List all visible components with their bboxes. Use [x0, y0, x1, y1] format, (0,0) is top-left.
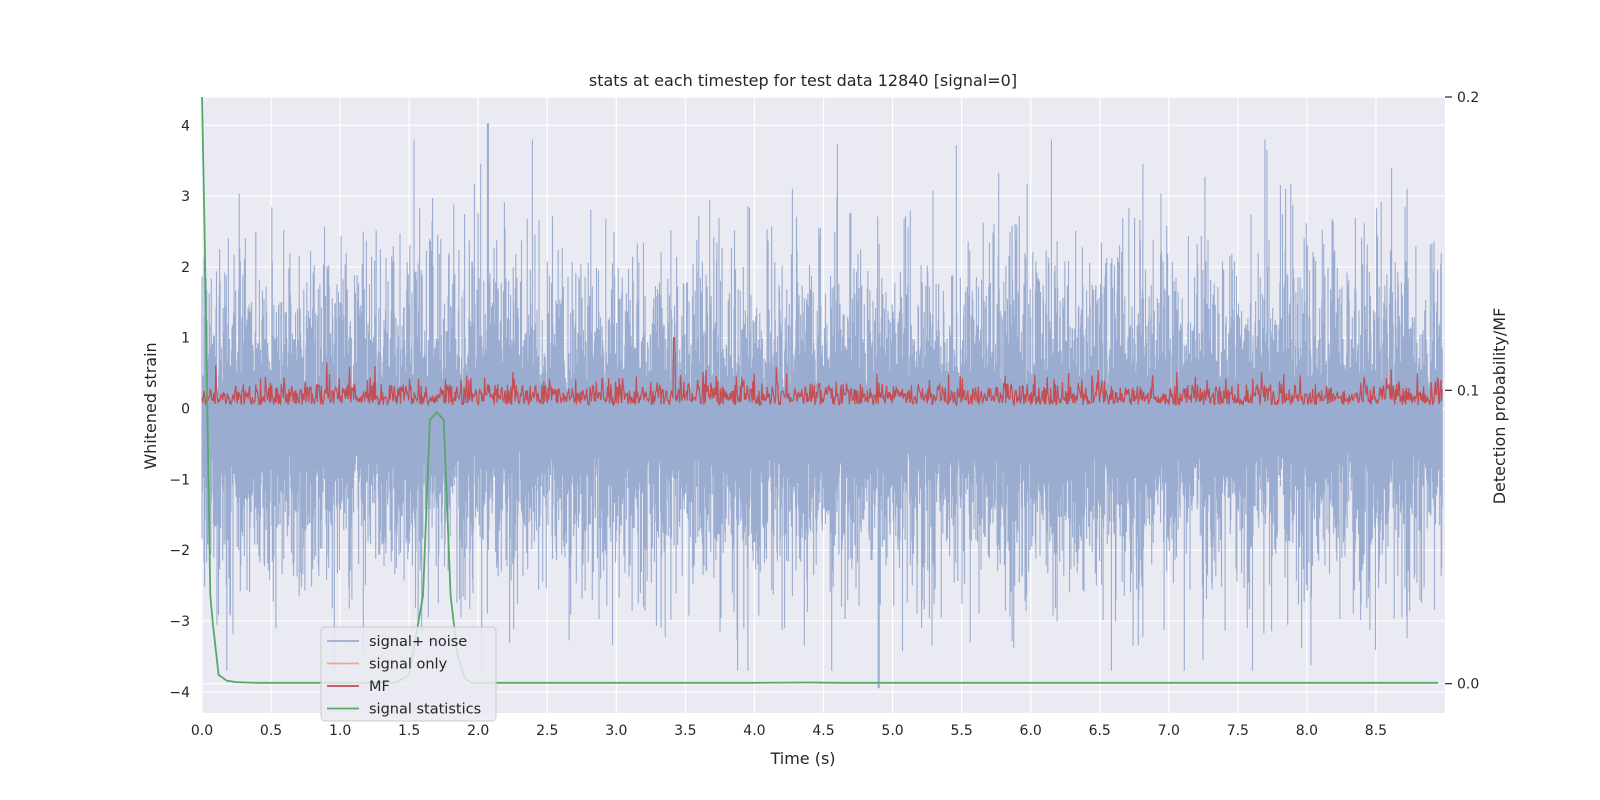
x-tick-label: 2.0 [467, 723, 489, 739]
y-right-tick-label: 0.1 [1457, 383, 1479, 399]
x-tick-label: 7.0 [1158, 723, 1180, 739]
y-tick-label: 2 [181, 260, 190, 276]
signal-statistics-line [201, 96, 1439, 684]
y-right-axis-label: Detection probability/MF [1490, 308, 1509, 505]
x-tick-label: 1.5 [398, 723, 420, 739]
legend-entry: signal only [369, 657, 448, 673]
chart-title: stats at each timestep for test data 128… [589, 71, 1017, 90]
x-tick-label: 6.0 [1020, 723, 1042, 739]
y-axis-ticks: −4 −3 −2 −1 0 1 2 3 4 [169, 118, 190, 700]
y-tick-label: 0 [181, 402, 190, 418]
legend-entry: signal+ noise [369, 634, 467, 650]
y-right-axis-ticks: 0.0 0.1 0.2 [1445, 90, 1479, 693]
mf-line [201, 337, 1443, 408]
x-tick-label: 6.5 [1089, 723, 1111, 739]
legend-entry: MF [369, 679, 390, 695]
signal-statistics-series [201, 96, 1439, 684]
x-tick-label: 5.0 [881, 723, 903, 739]
x-tick-label: 4.5 [812, 723, 834, 739]
x-tick-label: 7.5 [1227, 723, 1249, 739]
x-tick-label: 1.0 [329, 723, 351, 739]
y-tick-label: 1 [181, 331, 190, 347]
y-tick-label: −2 [169, 543, 190, 559]
x-tick-label: 0.0 [191, 723, 213, 739]
y-right-tick-label: 0.0 [1457, 677, 1479, 693]
y-tick-label: −1 [169, 472, 190, 488]
x-tick-label: 8.5 [1365, 723, 1387, 739]
x-tick-label: 5.5 [950, 723, 972, 739]
y-axis-label: Whitened strain [141, 342, 160, 469]
legend: signal+ noise signal only MF signal statist… [320, 626, 497, 722]
y-tick-label: 4 [181, 118, 190, 134]
legend-box [320, 626, 497, 722]
x-tick-label: 3.0 [605, 723, 627, 739]
signal-noise-band [202, 405, 1441, 409]
y-right-tick-label: 0.2 [1457, 90, 1479, 106]
y-tick-label: −4 [169, 685, 190, 701]
x-tick-label: 2.5 [536, 723, 558, 739]
mf-series [201, 337, 1443, 408]
x-tick-label: 0.5 [260, 723, 282, 739]
x-axis-label: Time (s) [769, 749, 835, 768]
x-tick-label: 4.0 [743, 723, 765, 739]
y-tick-label: 3 [181, 189, 190, 205]
y-tick-label: −3 [169, 614, 190, 630]
x-tick-label: 8.0 [1296, 723, 1318, 739]
x-axis-ticks: 0.0 0.5 1.0 1.5 2.0 2.5 3.0 3.5 4.0 4.5 5.0 5.5 6.0 6… [191, 723, 1387, 739]
x-tick-label: 3.5 [674, 723, 696, 739]
legend-entry: signal statistics [369, 702, 481, 718]
